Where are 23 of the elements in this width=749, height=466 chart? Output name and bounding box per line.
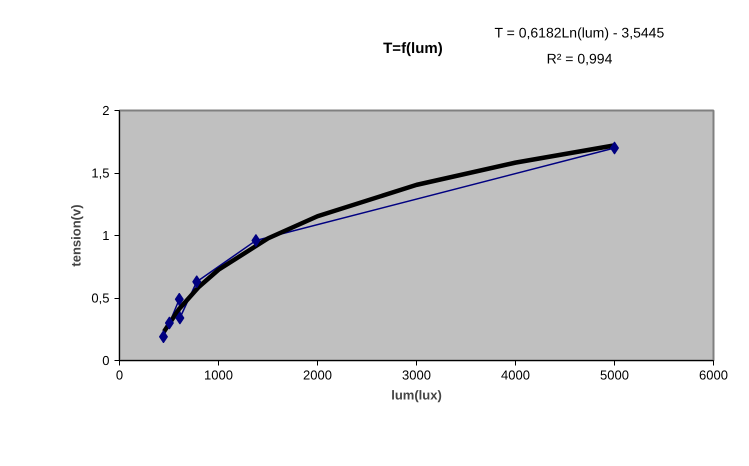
point [192, 275, 202, 288]
x-tick-label: 3000 [402, 368, 431, 382]
point [158, 330, 168, 344]
y-tick-label: 0,5 [91, 290, 110, 306]
text: T = 0,6182Ln(lum) - 3,5445 [494, 24, 664, 40]
y-tick-label: 2 [102, 103, 110, 118]
x-tick-label: 2000 [303, 368, 332, 382]
x-tick-label: 4000 [501, 368, 530, 382]
point [174, 292, 184, 306]
y-tick-label: 1,5 [91, 166, 110, 180]
chart-title: T=f(lum) [383, 40, 443, 57]
y-tick-label: 0 [102, 353, 110, 368]
x-tick-label: 1000 [204, 368, 233, 382]
point [251, 234, 260, 247]
y-tick-label: 1 [102, 228, 110, 243]
x-tick-label: 0 [116, 368, 124, 382]
x-tick-label: 6000 [699, 368, 728, 382]
point [164, 316, 174, 330]
text: R² = 0,994 [546, 50, 613, 66]
y-axis-title: tension(v) [68, 204, 84, 267]
point [175, 312, 184, 324]
x-axis-title: lum(lux) [391, 388, 442, 402]
x-tick-label: 5000 [600, 368, 629, 382]
